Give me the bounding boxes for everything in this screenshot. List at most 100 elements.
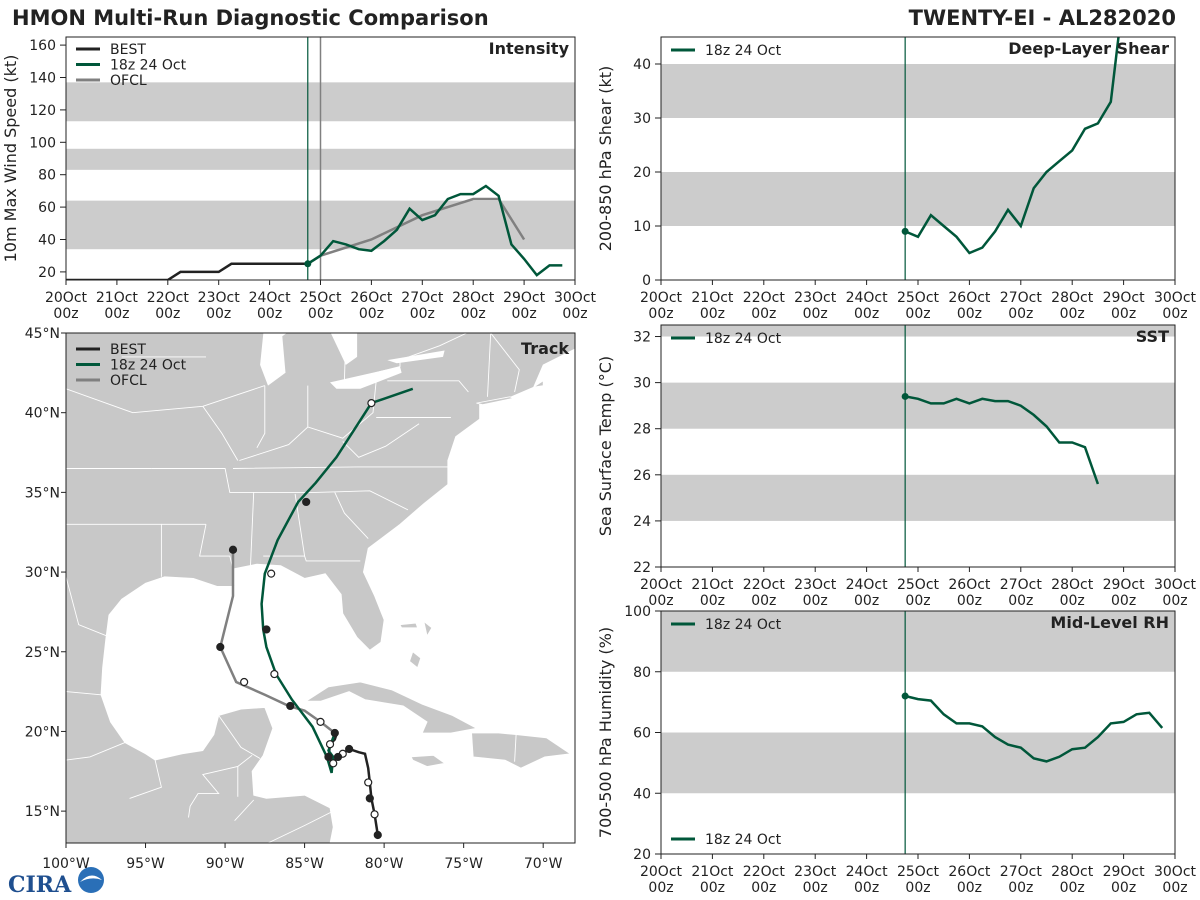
shear-ytick-label-2: 20 <box>633 165 651 181</box>
track-border-us-canada <box>343 333 482 382</box>
track-ytick-label-1: 20°N <box>25 724 60 740</box>
track-xtick-label-1: 95°W <box>126 856 165 872</box>
figure-title: HMON Multi-Run Diagnostic Comparison <box>12 6 489 30</box>
track-state-va-wv <box>342 423 420 458</box>
intensity-ytick-label-2: 60 <box>38 200 56 216</box>
rh-xtick-hour-3: 00z <box>803 880 828 896</box>
sst-xtick-day-6: 26Oct <box>948 577 991 593</box>
track-xtick-label-2: 90°W <box>206 856 245 872</box>
shear-ytick-label-3: 30 <box>633 111 651 127</box>
rh-xtick-hour-0: 00z <box>648 880 673 896</box>
rh-xtick-day-7: 27Oct <box>1000 864 1043 880</box>
intensity-xtick-hour-0: 00z <box>53 306 78 322</box>
track-ytick-label-3: 30°N <box>25 565 60 581</box>
shear-series-line-0 <box>904 37 1120 255</box>
track-marker-1-8 <box>325 740 335 749</box>
intensity-xtick-day-5: 25Oct <box>299 290 342 306</box>
intensity-xtick-hour-8: 00z <box>461 306 486 322</box>
rh-xtick-hour-7: 00z <box>1008 880 1033 896</box>
shear-ytick-label-0: 0 <box>642 273 651 289</box>
track-land-cape-cod <box>533 380 544 388</box>
intensity-series-line-0 <box>66 262 308 280</box>
track-lake-huron <box>330 333 358 365</box>
track-marker-1-6 <box>329 759 338 768</box>
track-legend-label-2: OFCL <box>110 373 147 389</box>
shear-xtick-day-8: 28Oct <box>1051 290 1094 306</box>
sst-xtick-day-10: 30Oct <box>1154 577 1197 593</box>
track-border-us-mexico <box>66 576 111 638</box>
track-land-north-america <box>66 333 575 843</box>
intensity-ytick-label-4: 100 <box>29 135 56 151</box>
rh-xtick-hour-5: 00z <box>905 880 930 896</box>
rh-xtick-day-8: 28Oct <box>1051 864 1094 880</box>
intensity-xtick-hour-5: 00z <box>308 306 333 322</box>
rh-shade-band-1 <box>661 611 1175 672</box>
shear-xtick-hour-2: 00z <box>751 306 776 322</box>
track-state-ohio-river <box>239 380 377 461</box>
track-xtick-label-3: 85°W <box>285 856 324 872</box>
track-marker-2-5 <box>333 752 343 762</box>
rh-init-point <box>901 692 909 700</box>
sst-ytick-label-5: 32 <box>633 330 651 346</box>
track-state-yucatan <box>218 715 261 759</box>
rh-ytick-label-4: 100 <box>624 604 651 620</box>
sst-xtick-day-7: 27Oct <box>1000 577 1043 593</box>
rh-xtick-hour-9: 00z <box>1111 880 1136 896</box>
shear-xtick-day-6: 26Oct <box>948 290 991 306</box>
rh-xtick-hour-2: 00z <box>751 880 776 896</box>
sst-panel: 22242628303220Oct00z21Oct00z22Oct00z23Oc… <box>596 324 1197 609</box>
track-marker-1-0 <box>373 830 382 840</box>
sst-xtick-hour-2: 00z <box>751 593 776 609</box>
intensity-xtick-hour-2: 00z <box>155 306 180 322</box>
shear-shade-band-1 <box>661 64 1175 118</box>
track-state-ga-sc <box>334 492 369 539</box>
shear-xtick-hour-10: 00z <box>1162 306 1187 322</box>
intensity-xtick-hour-6: 00z <box>359 306 384 322</box>
shear-xtick-day-3: 23Oct <box>794 290 837 306</box>
intensity-xtick-day-3: 23Oct <box>198 290 241 306</box>
sst-ytick-label-4: 30 <box>633 376 651 392</box>
storm-id-title: TWENTY-EI - AL282020 <box>909 6 1176 30</box>
rh-xtick-hour-4: 00z <box>854 880 879 896</box>
shear-init-point <box>901 227 909 235</box>
track-state-in-il <box>256 385 266 449</box>
sst-series-line-0 <box>904 395 1100 485</box>
sst-xtick-hour-10: 00z <box>1162 593 1187 609</box>
track-state-41n <box>66 385 265 414</box>
track-marker-1-3 <box>364 778 373 787</box>
track-state-new-england <box>487 333 520 397</box>
sst-xtick-hour-4: 00z <box>854 593 879 609</box>
sst-xtick-hour-9: 00z <box>1111 593 1136 609</box>
cira-logo-text: CIRA <box>8 872 72 898</box>
track-panel: 100°W 95°W 90°W 85°W 80°W 75°W 70°W 15°N 20°N 25°… <box>25 326 576 872</box>
shear-xtick-hour-4: 00z <box>854 306 879 322</box>
track-ytick-label-5: 40°N <box>25 406 60 422</box>
shear-ytick-label-4: 40 <box>633 57 651 73</box>
track-legend-label-0: BEST <box>110 342 146 358</box>
sst-xtick-hour-1: 00z <box>700 593 725 609</box>
track-marker-0-2 <box>240 677 249 687</box>
track-marker-0-4 <box>228 545 238 554</box>
sst-ylabel: Sea Surface Temp (°C) <box>596 356 615 536</box>
shear-panel: 01020304020Oct00z21Oct00z22Oct00z23Oct00… <box>596 36 1197 322</box>
track-marker-0-1 <box>286 701 295 711</box>
track-marker-1-4 <box>345 744 354 754</box>
track-marker-1-1 <box>370 810 379 819</box>
shear-xtick-day-2: 22Oct <box>743 290 786 306</box>
track-xtick-label-6: 70°W <box>524 856 563 872</box>
track-ytick-label-6: 45°N <box>25 326 60 342</box>
shear-xtick-day-1: 21Oct <box>691 290 734 306</box>
sst-xtick-day-0: 20Oct <box>640 577 683 593</box>
track-land-long-island <box>476 396 515 406</box>
shear-shade-band-0 <box>661 172 1175 226</box>
track-panel-title: Track <box>521 339 569 358</box>
shear-xtick-day-9: 29Oct <box>1103 290 1146 306</box>
sst-xtick-day-1: 21Oct <box>691 577 734 593</box>
rh-xtick-day-6: 26Oct <box>948 864 991 880</box>
track-state-ms-al <box>250 492 255 566</box>
intensity-ytick-label-1: 40 <box>38 233 56 249</box>
intensity-ytick-label-0: 20 <box>38 265 56 281</box>
intensity-ytick-label-5: 120 <box>29 103 56 119</box>
rh-xtick-day-4: 24Oct <box>846 864 889 880</box>
